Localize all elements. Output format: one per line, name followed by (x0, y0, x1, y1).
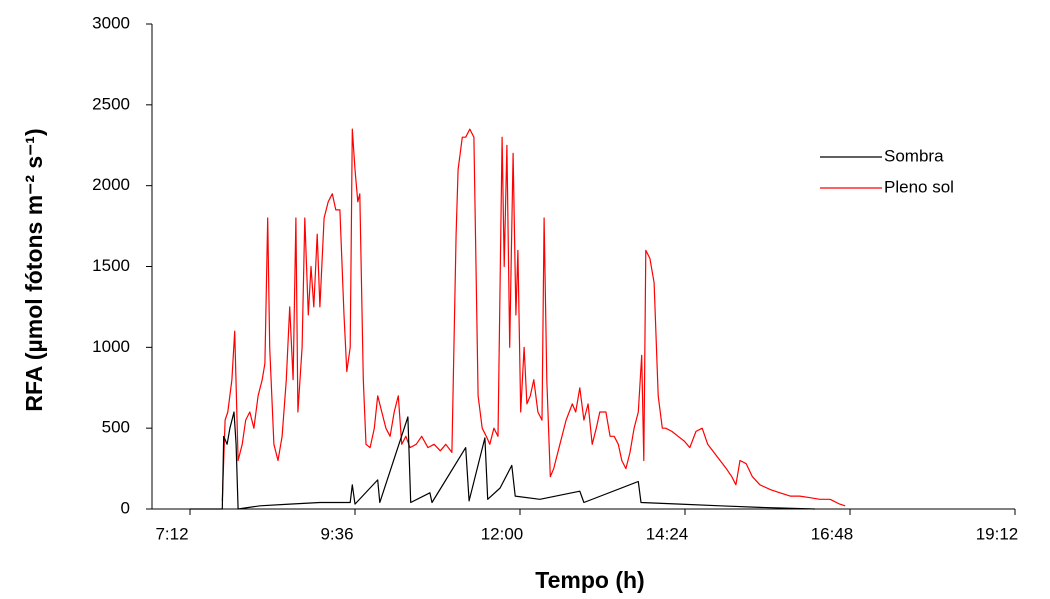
y-tick-label: 500 (102, 418, 130, 437)
legend-label: Pleno sol (884, 177, 954, 196)
y-tick-label: 2500 (92, 94, 130, 113)
y-tick-label: 1000 (92, 337, 130, 356)
series-line (190, 411, 815, 510)
series-line (221, 128, 846, 507)
y-tick-label: 2000 (92, 175, 130, 194)
x-tick-label: 7:12 (155, 524, 188, 543)
legend-label: Sombra (884, 146, 944, 165)
y-tick-label: 1500 (92, 256, 130, 275)
x-tick-label: 16:48 (811, 524, 854, 543)
x-tick-label: 9:36 (320, 524, 353, 543)
y-tick-label: 3000 (92, 13, 130, 32)
x-tick-label: 19:12 (976, 524, 1019, 543)
x-tick-label: 14:24 (646, 524, 689, 543)
x-tick-label: 12:00 (481, 524, 524, 543)
x-axis-title: Tempo (h) (535, 567, 644, 593)
y-axis-title: RFA (µmol fótons m⁻² s⁻¹) (21, 128, 47, 411)
y-tick-label: 0 (121, 498, 130, 517)
